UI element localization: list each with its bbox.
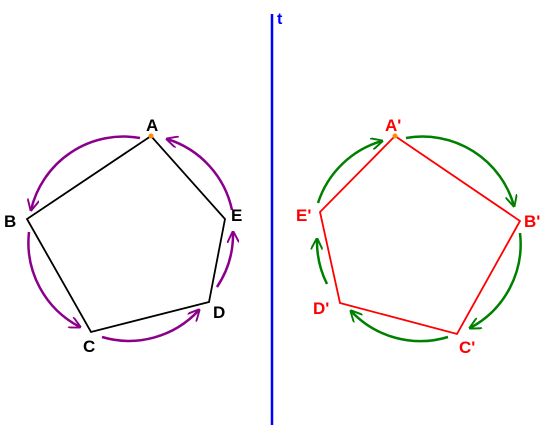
arrow-e-prime-to-a-prime bbox=[316, 141, 382, 204]
original-pentagon bbox=[25, 134, 226, 334]
vertex-label-a: A bbox=[146, 116, 158, 135]
vertex-label-d: D bbox=[213, 303, 225, 322]
arrow-e-to-a bbox=[167, 139, 234, 211]
vertex-label-c: C bbox=[83, 337, 95, 356]
vertex-label-d-prime: D' bbox=[313, 299, 329, 318]
vertex-label-a-prime: A' bbox=[385, 116, 401, 135]
vertex-label-e: E bbox=[231, 206, 242, 225]
arrow-b-to-c bbox=[27, 231, 80, 327]
vertex-label-c-prime: C' bbox=[459, 338, 475, 357]
vertex-label-b: B bbox=[4, 212, 16, 231]
arrow-d-to-e bbox=[215, 232, 233, 288]
vertex-label-e-prime: E' bbox=[296, 206, 311, 225]
arrow-a-prime-to-b-prime bbox=[405, 135, 514, 206]
original-rotation-arrows bbox=[27, 135, 234, 343]
vertex-a-prime-dot bbox=[392, 133, 398, 139]
arrow-c-to-d bbox=[101, 310, 199, 343]
arrow-a-to-b bbox=[31, 135, 141, 210]
image-rotation-arrows bbox=[316, 135, 522, 343]
arrow-c-prime-to-d-prime bbox=[351, 311, 449, 343]
vertex-label-b-prime: B' bbox=[524, 212, 540, 231]
arrow-d-prime-to-e-prime bbox=[317, 239, 329, 285]
arrow-b-prime-to-c-prime bbox=[470, 232, 522, 328]
vertex-a-dot bbox=[148, 133, 154, 139]
mirror-line-label: t bbox=[277, 11, 283, 28]
image-pentagon bbox=[319, 134, 522, 336]
